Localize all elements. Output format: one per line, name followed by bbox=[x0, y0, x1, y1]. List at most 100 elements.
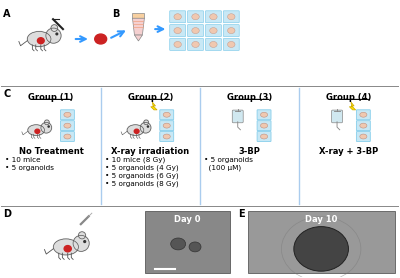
Text: Day 0: Day 0 bbox=[174, 215, 200, 224]
Ellipse shape bbox=[360, 134, 367, 139]
Ellipse shape bbox=[260, 123, 268, 128]
Ellipse shape bbox=[64, 134, 71, 139]
Text: • 5 organoids (6 Gy): • 5 organoids (6 Gy) bbox=[105, 173, 178, 179]
Ellipse shape bbox=[163, 134, 170, 139]
Text: Group (2): Group (2) bbox=[128, 93, 173, 103]
Ellipse shape bbox=[260, 134, 268, 139]
Circle shape bbox=[73, 235, 89, 251]
Text: Group (4): Group (4) bbox=[326, 93, 372, 103]
Ellipse shape bbox=[27, 31, 51, 47]
Ellipse shape bbox=[174, 41, 181, 48]
Ellipse shape bbox=[64, 112, 71, 117]
FancyBboxPatch shape bbox=[356, 131, 370, 142]
FancyBboxPatch shape bbox=[188, 25, 204, 36]
Ellipse shape bbox=[360, 123, 367, 128]
Ellipse shape bbox=[228, 41, 235, 48]
Text: • 10 mice (8 Gy): • 10 mice (8 Gy) bbox=[105, 157, 165, 163]
Polygon shape bbox=[151, 102, 157, 110]
Ellipse shape bbox=[174, 28, 181, 34]
Circle shape bbox=[56, 33, 58, 35]
Ellipse shape bbox=[35, 129, 40, 133]
Ellipse shape bbox=[260, 112, 268, 117]
Circle shape bbox=[78, 232, 86, 239]
FancyBboxPatch shape bbox=[223, 25, 239, 36]
Polygon shape bbox=[134, 35, 142, 41]
FancyBboxPatch shape bbox=[356, 121, 370, 131]
Circle shape bbox=[44, 120, 49, 125]
Ellipse shape bbox=[294, 227, 348, 271]
Circle shape bbox=[48, 126, 49, 127]
Text: (100 μM): (100 μM) bbox=[204, 165, 241, 171]
Circle shape bbox=[46, 28, 61, 43]
Text: A: A bbox=[3, 9, 11, 19]
Text: • 5 organoids: • 5 organoids bbox=[204, 157, 253, 163]
Text: D: D bbox=[3, 209, 11, 219]
FancyBboxPatch shape bbox=[223, 39, 239, 50]
FancyBboxPatch shape bbox=[60, 121, 74, 131]
Text: • 5 organoids: • 5 organoids bbox=[5, 165, 54, 171]
Ellipse shape bbox=[192, 41, 199, 48]
Text: Group (1): Group (1) bbox=[28, 93, 74, 103]
Ellipse shape bbox=[192, 14, 199, 20]
FancyBboxPatch shape bbox=[60, 131, 74, 142]
Circle shape bbox=[51, 25, 58, 31]
Ellipse shape bbox=[127, 125, 144, 135]
Text: • 10 mice: • 10 mice bbox=[5, 157, 41, 163]
Circle shape bbox=[84, 241, 86, 242]
Circle shape bbox=[144, 120, 148, 125]
FancyBboxPatch shape bbox=[223, 11, 239, 23]
FancyBboxPatch shape bbox=[160, 131, 174, 142]
Ellipse shape bbox=[28, 125, 44, 135]
Ellipse shape bbox=[163, 123, 170, 128]
FancyBboxPatch shape bbox=[332, 110, 342, 123]
Bar bbox=[248, 211, 395, 273]
Circle shape bbox=[41, 122, 52, 133]
FancyBboxPatch shape bbox=[60, 110, 74, 120]
Ellipse shape bbox=[134, 129, 139, 133]
Ellipse shape bbox=[360, 112, 367, 117]
FancyBboxPatch shape bbox=[257, 131, 271, 142]
Bar bbox=[145, 211, 230, 273]
Text: No Treatment: No Treatment bbox=[19, 147, 84, 156]
Text: Day 10: Day 10 bbox=[305, 215, 337, 224]
Ellipse shape bbox=[189, 242, 201, 252]
Ellipse shape bbox=[174, 14, 181, 20]
FancyBboxPatch shape bbox=[232, 110, 243, 123]
Text: • 5 organoids (4 Gy): • 5 organoids (4 Gy) bbox=[105, 165, 178, 171]
Ellipse shape bbox=[210, 14, 217, 20]
Bar bbox=[132, 13, 144, 18]
FancyBboxPatch shape bbox=[170, 11, 186, 23]
FancyBboxPatch shape bbox=[188, 39, 204, 50]
FancyBboxPatch shape bbox=[257, 110, 271, 120]
Text: C: C bbox=[3, 88, 11, 98]
FancyBboxPatch shape bbox=[188, 11, 204, 23]
Ellipse shape bbox=[228, 14, 235, 20]
Polygon shape bbox=[349, 102, 356, 110]
Text: X-ray + 3-BP: X-ray + 3-BP bbox=[319, 147, 378, 156]
FancyBboxPatch shape bbox=[206, 39, 221, 50]
Ellipse shape bbox=[192, 28, 199, 34]
FancyBboxPatch shape bbox=[170, 39, 186, 50]
Ellipse shape bbox=[64, 123, 71, 128]
Circle shape bbox=[147, 126, 148, 127]
Text: 3-BP: 3-BP bbox=[239, 147, 260, 156]
FancyBboxPatch shape bbox=[257, 121, 271, 131]
Text: B: B bbox=[113, 9, 120, 19]
Text: • 5 organoids (8 Gy): • 5 organoids (8 Gy) bbox=[105, 181, 178, 187]
Text: Group (3): Group (3) bbox=[227, 93, 272, 103]
Ellipse shape bbox=[38, 38, 44, 44]
Text: E: E bbox=[238, 209, 244, 219]
Ellipse shape bbox=[95, 34, 107, 44]
FancyBboxPatch shape bbox=[160, 121, 174, 131]
Ellipse shape bbox=[163, 112, 170, 117]
Ellipse shape bbox=[54, 239, 78, 255]
Ellipse shape bbox=[228, 28, 235, 34]
Circle shape bbox=[140, 122, 151, 133]
Text: X-ray irradiation: X-ray irradiation bbox=[111, 147, 190, 156]
Ellipse shape bbox=[210, 28, 217, 34]
FancyBboxPatch shape bbox=[356, 110, 370, 120]
Ellipse shape bbox=[171, 238, 186, 250]
FancyBboxPatch shape bbox=[206, 11, 221, 23]
FancyBboxPatch shape bbox=[206, 25, 221, 36]
Ellipse shape bbox=[210, 41, 217, 48]
